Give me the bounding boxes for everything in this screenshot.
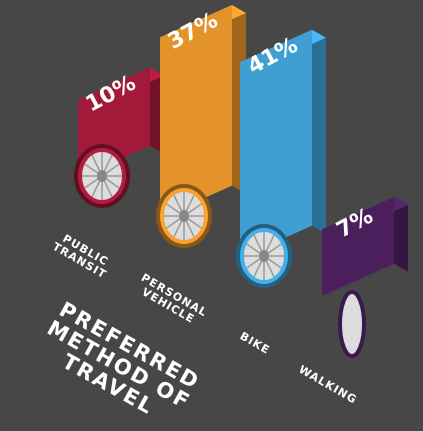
bar-side — [312, 29, 326, 234]
hub — [179, 210, 189, 222]
bar — [322, 197, 394, 296]
hub — [259, 250, 269, 262]
bar-side — [394, 197, 408, 272]
shoe — [338, 290, 366, 358]
bar — [160, 5, 232, 218]
bar — [240, 29, 312, 258]
hub — [97, 170, 107, 182]
